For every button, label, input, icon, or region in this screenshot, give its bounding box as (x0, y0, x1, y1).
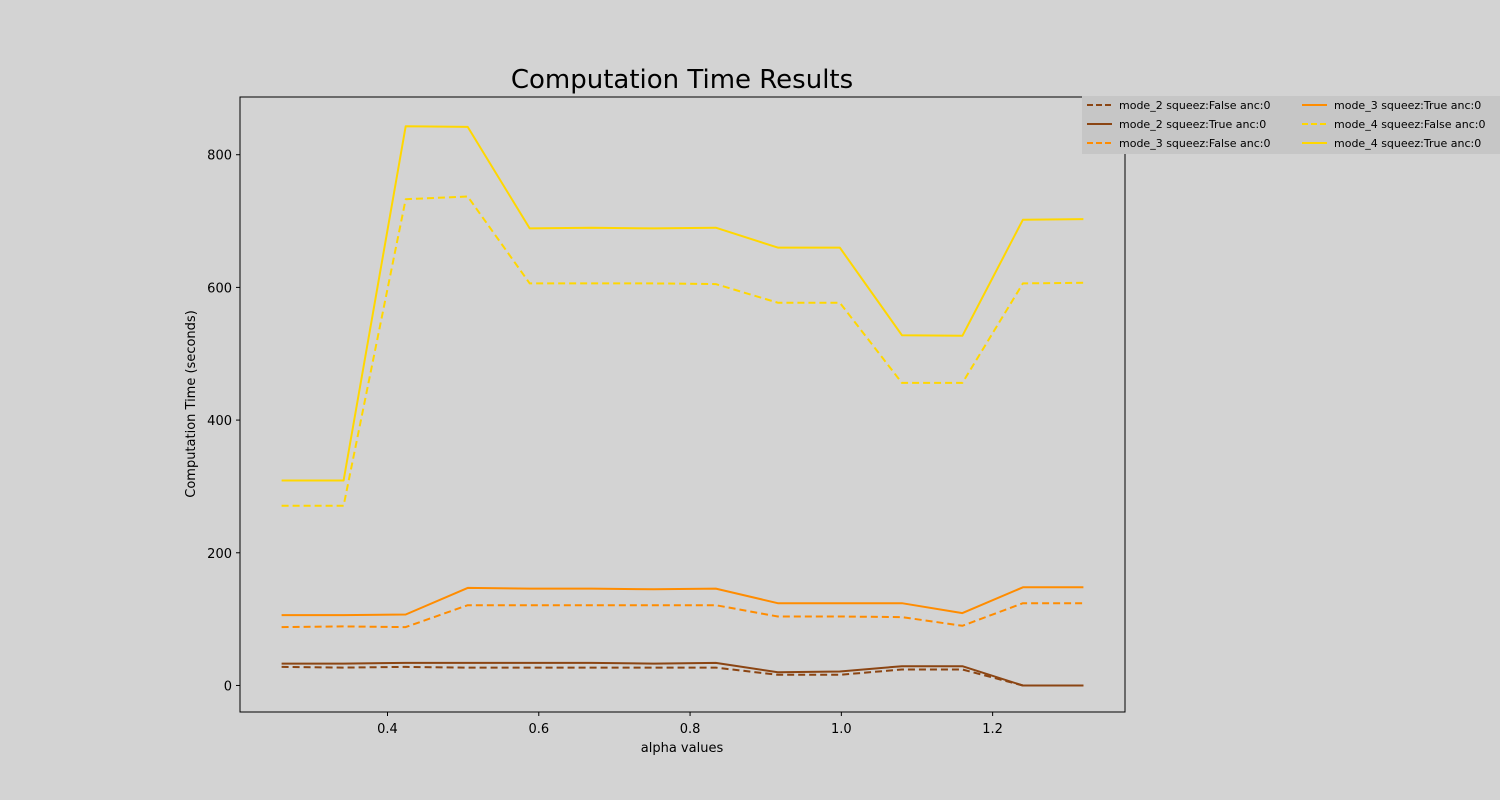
y-tick-label: 800 (207, 149, 232, 164)
series-line-1 (281, 665, 1084, 687)
series-line-6 (281, 125, 1084, 482)
y-tick-label: 0 (224, 679, 232, 694)
chart-title: Computation Time Results (511, 65, 853, 95)
y-tick-label: 400 (207, 414, 232, 429)
series-line-2 (281, 661, 1084, 687)
y-axis: 0 200 400 600 800 (207, 149, 240, 694)
x-tick-label: 1.0 (831, 722, 852, 737)
series-lines (281, 125, 1084, 687)
legend-label-6: mode_4 squeez:True anc:0 (1334, 137, 1481, 150)
x-tick-label: 0.8 (680, 722, 701, 737)
x-tick-label: 0.4 (377, 722, 398, 737)
legend: mode_2 squeez:False anc:0 mode_2 squeez:T… (1082, 96, 1500, 154)
x-axis: 0.4 0.6 0.8 1.0 1.2 (377, 712, 1003, 737)
series-line-5 (281, 195, 1084, 507)
series-line-3 (281, 602, 1084, 629)
plot-area (239, 96, 1126, 713)
x-tick-label: 1.2 (982, 722, 1003, 737)
legend-label-3: mode_3 squeez:False anc:0 (1119, 137, 1270, 150)
legend-label-4: mode_3 squeez:True anc:0 (1334, 99, 1481, 112)
legend-label-2: mode_2 squeez:True anc:0 (1119, 118, 1266, 131)
series-line-4 (281, 586, 1084, 617)
y-tick-label: 600 (207, 281, 232, 296)
legend-label-1: mode_2 squeez:False anc:0 (1119, 99, 1270, 112)
y-axis-label: Computation Time (seconds) (184, 310, 199, 498)
x-tick-label: 0.6 (528, 722, 549, 737)
legend-label-5: mode_4 squeez:False anc:0 (1334, 118, 1485, 131)
legend-box (1082, 96, 1500, 154)
x-axis-label: alpha values (641, 741, 724, 756)
y-tick-label: 200 (207, 547, 232, 562)
